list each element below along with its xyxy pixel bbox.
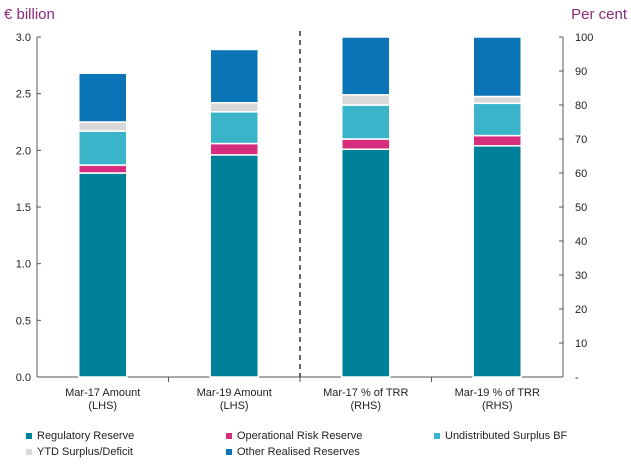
- legend-label: Other Realised Reserves: [237, 446, 360, 458]
- bar-segment-regulatory-reserve: [341, 148, 391, 378]
- bar-segment-other-realised-reserves: [78, 72, 128, 123]
- category-label: Mar-17 % of TRR: [323, 387, 408, 399]
- right-tick-label: -: [575, 372, 579, 384]
- bar-segment-regulatory-reserve: [209, 154, 259, 378]
- left-tick-label: 2.5: [16, 89, 31, 101]
- bar-segment-undistributed-surplus-bf: [472, 102, 522, 137]
- legend-swatch: [26, 449, 32, 456]
- legend-swatch: [434, 433, 440, 440]
- category-label: (LHS): [220, 400, 249, 412]
- left-axis-unit-label: € billion: [4, 6, 55, 23]
- category-label: Mar-17 Amount: [65, 387, 140, 399]
- legend-item: Undistributed Surplus BF: [434, 430, 567, 442]
- left-tick-label: 0.5: [16, 315, 31, 327]
- left-tick-label: 1.5: [16, 202, 31, 214]
- category-label: (RHS): [350, 400, 381, 412]
- right-tick-label: 80: [575, 100, 587, 112]
- bar-segment-other-realised-reserves: [472, 36, 522, 98]
- legend-swatch: [226, 433, 232, 440]
- category-label: (RHS): [482, 400, 513, 412]
- bar-segment-regulatory-reserve: [472, 145, 522, 378]
- legend-label: Operational Risk Reserve: [237, 430, 363, 442]
- right-tick-label: 10: [575, 338, 587, 350]
- bar-segment-other-realised-reserves: [209, 48, 259, 104]
- legend-item: YTD Surplus/Deficit: [26, 446, 133, 458]
- bar-segment-ytd-surplus-deficit: [78, 121, 128, 132]
- right-tick-label: 70: [575, 134, 587, 146]
- right-tick-label: 50: [575, 202, 587, 214]
- right-tick-label: 60: [575, 168, 587, 180]
- legend-label: Undistributed Surplus BF: [445, 430, 568, 442]
- bar-segment-ytd-surplus-deficit: [341, 94, 391, 106]
- legend-item: Regulatory Reserve: [26, 430, 134, 442]
- bar-segment-ytd-surplus-deficit: [472, 95, 522, 105]
- bar-segment-regulatory-reserve: [78, 172, 128, 378]
- legend-label: YTD Surplus/Deficit: [37, 446, 133, 458]
- bar-segment-undistributed-surplus-bf: [209, 111, 259, 145]
- right-tick-label: 30: [575, 270, 587, 282]
- legend-item: Other Realised Reserves: [226, 446, 360, 458]
- left-tick-label: 1.0: [16, 259, 31, 271]
- bar-segment-other-realised-reserves: [341, 36, 391, 96]
- left-tick-label: 3.0: [16, 32, 31, 44]
- bar-segment-operational-risk-reserve: [209, 142, 259, 156]
- right-axis-unit-label: Per cent: [571, 6, 627, 23]
- legend-label: Regulatory Reserve: [37, 430, 135, 442]
- bar-segment-ytd-surplus-deficit: [209, 101, 259, 113]
- left-tick-label: 0.0: [16, 372, 31, 384]
- legend-swatch: [26, 433, 32, 440]
- left-tick-label: 2.0: [16, 145, 31, 157]
- right-tick-label: 20: [575, 304, 587, 316]
- legend-swatch: [226, 449, 232, 456]
- right-tick-label: 90: [575, 66, 587, 78]
- bar-segment-undistributed-surplus-bf: [341, 104, 391, 140]
- category-label: Mar-19 % of TRR: [455, 387, 540, 399]
- category-label: Mar-19 Amount: [197, 387, 272, 399]
- right-tick-label: 100: [575, 32, 593, 44]
- category-label: (LHS): [88, 400, 117, 412]
- legend-item: Operational Risk Reserve: [226, 430, 362, 442]
- bar-segment-operational-risk-reserve: [341, 138, 391, 150]
- bar-segment-operational-risk-reserve: [78, 164, 128, 174]
- bar-segment-operational-risk-reserve: [472, 134, 522, 147]
- right-tick-label: 40: [575, 236, 587, 248]
- bar-segment-undistributed-surplus-bf: [78, 130, 128, 166]
